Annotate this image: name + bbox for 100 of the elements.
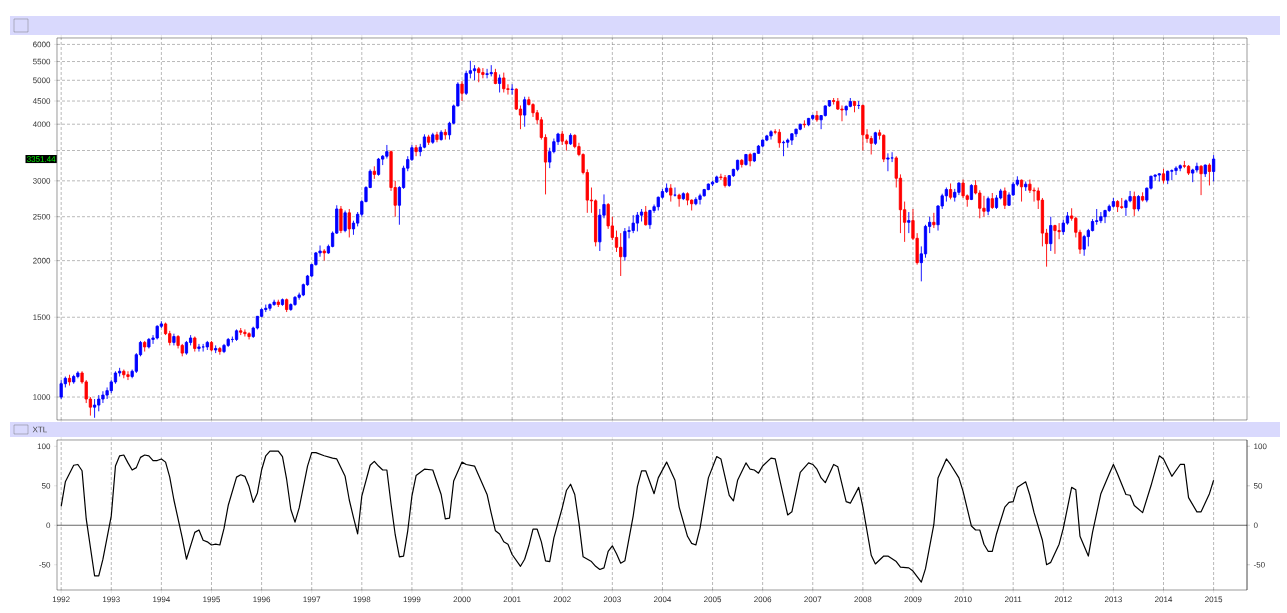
candlestick — [280, 298, 285, 307]
candlestick — [439, 129, 443, 142]
candlestick — [1203, 164, 1207, 178]
candlestick — [1024, 181, 1028, 192]
candlestick — [1207, 162, 1212, 186]
candlestick — [1178, 164, 1182, 172]
candlestick — [272, 299, 276, 307]
candlestick — [677, 193, 681, 208]
candlestick — [1099, 211, 1103, 224]
candlestick — [886, 152, 890, 172]
candlestick — [218, 346, 222, 356]
x-tick-label: 2013 — [1104, 596, 1122, 603]
candlestick — [443, 128, 447, 141]
candlestick — [214, 344, 218, 354]
y-tick-label: 5000 — [32, 77, 51, 84]
y2-tick-label: 100 — [1254, 443, 1267, 450]
candlestick — [147, 337, 151, 349]
candlestick — [694, 196, 698, 206]
candlestick — [460, 80, 464, 102]
candlestick — [748, 152, 752, 167]
candlestick — [635, 211, 640, 232]
candlestick — [907, 211, 911, 234]
candlestick — [209, 340, 214, 353]
x-tick-label: 2003 — [603, 596, 621, 603]
candlestick — [347, 208, 351, 238]
x-tick-label: 1998 — [353, 596, 371, 603]
y2-tick-label: -50 — [1253, 561, 1265, 568]
y-tick-label: 4000 — [32, 121, 51, 128]
y-tick-label: 2000 — [33, 257, 51, 264]
candlestick — [59, 379, 63, 400]
candlestick — [431, 132, 435, 145]
candlestick — [769, 129, 773, 141]
x-tick-label: 2002 — [553, 596, 571, 603]
candlestick — [414, 144, 418, 157]
candlestick — [568, 132, 573, 146]
y-tick-label: 5500 — [32, 58, 51, 65]
x-tick-label: 2005 — [704, 596, 722, 603]
candlestick — [322, 248, 326, 262]
candlestick — [1170, 168, 1174, 181]
candlestick — [197, 343, 201, 353]
candlestick — [882, 133, 886, 163]
x-tick-label: 1994 — [153, 596, 171, 603]
candlestick — [681, 191, 685, 201]
y2-tick-label: 0 — [1253, 522, 1258, 529]
y-tick-label: -50 — [39, 561, 51, 568]
y2-tick-label: 50 — [1253, 482, 1263, 489]
candlestick — [1141, 191, 1145, 203]
candlestick — [339, 205, 343, 234]
candlestick — [1103, 209, 1107, 224]
candlestick — [126, 370, 130, 381]
candlestick — [1161, 168, 1166, 184]
candlestick — [986, 196, 990, 216]
candlestick — [92, 398, 97, 419]
x-tick-label: 2012 — [1054, 596, 1072, 603]
candlestick — [489, 64, 493, 77]
candlestick — [790, 132, 794, 146]
x-tick-label: 2014 — [1155, 596, 1173, 603]
candlestick — [1120, 197, 1124, 210]
x-tick-label: 2006 — [754, 596, 772, 603]
candlestick — [777, 128, 781, 149]
candlestick — [1199, 164, 1203, 196]
candlestick — [1174, 165, 1178, 176]
candlestick — [234, 328, 239, 342]
candlestick — [155, 324, 159, 340]
chart-title: XTL — [32, 426, 47, 433]
candlestick — [510, 83, 514, 96]
candlestick — [1019, 179, 1024, 203]
x-tick-label: 2008 — [854, 596, 872, 603]
y-tick-label: 1500 — [33, 314, 51, 321]
x-tick-label: 2010 — [954, 596, 972, 603]
y-tick-label: 1000 — [33, 394, 51, 400]
candlestick — [343, 210, 347, 233]
candlestick — [852, 100, 857, 113]
candlestick — [861, 104, 865, 151]
candlestick — [435, 131, 439, 143]
x-tick-label: 1996 — [253, 596, 271, 603]
candlestick — [1053, 224, 1057, 255]
candlestick — [698, 193, 702, 205]
candlestick — [723, 174, 727, 188]
candlestick — [932, 212, 936, 229]
candlestick — [172, 333, 176, 346]
candlestick — [276, 299, 280, 308]
candlestick — [1186, 164, 1191, 176]
candlestick — [239, 327, 243, 336]
x-tick-label: 2001 — [503, 596, 521, 603]
candlestick — [744, 153, 748, 167]
candlestick — [193, 336, 197, 353]
candlestick — [502, 72, 506, 93]
candlestick — [372, 165, 376, 180]
candlestick — [243, 328, 247, 337]
x-tick-label: 1995 — [203, 596, 221, 603]
candlestick — [247, 331, 251, 340]
candlestick — [523, 96, 527, 128]
candlestick — [832, 97, 836, 106]
candlestick — [485, 68, 489, 79]
candlestick — [201, 343, 205, 353]
candlestick — [631, 214, 635, 234]
y-tick-label: 2500 — [33, 213, 51, 220]
y-tick-label: 6000 — [33, 41, 51, 48]
candlestick — [481, 67, 485, 79]
